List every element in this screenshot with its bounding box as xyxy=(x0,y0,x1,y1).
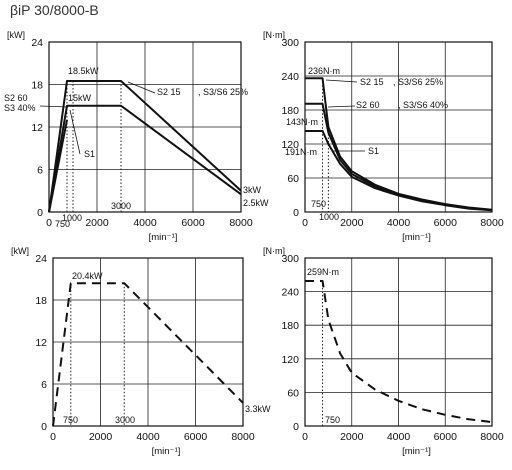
x-axis-label: [min⁻¹] xyxy=(152,446,181,457)
y-tick-label: 0 xyxy=(293,421,299,433)
chart-panel-1: 0 2000 4000 6000 8000 0 6 12 18 24 [kW] [min⁻¹] 18.5… xyxy=(4,30,269,243)
annotation-label: 3000 xyxy=(111,201,131,211)
annotation-label: 259N·m xyxy=(307,267,339,277)
x-tick-label: 6000 xyxy=(181,217,205,229)
x-tick-label: 2000 xyxy=(340,431,364,443)
y-tick-label: 120 xyxy=(281,139,299,151)
y-axis-label: [kW] xyxy=(11,246,29,256)
annotation-label: 18.5kW xyxy=(68,66,99,76)
leader-line xyxy=(127,81,156,94)
chart-panel-4: 0 2000 4000 6000 8000 0 60 120 180 240 300[N·m] [mi… xyxy=(263,246,504,457)
annotation-label: 750 xyxy=(63,415,78,425)
y-tick-label: 6 xyxy=(37,165,43,177)
annotation-label: 750 xyxy=(55,219,70,229)
plot-frame xyxy=(52,257,244,427)
y-tick-label: 24 xyxy=(31,37,43,49)
y-tick-label: 240 xyxy=(281,71,299,83)
y-tick-label: 0 xyxy=(293,207,299,219)
y-tick-label: 18 xyxy=(35,295,47,307)
annotation-label: S1 xyxy=(84,149,95,159)
y-tick-label: 60 xyxy=(287,173,299,185)
annotation-label: S2 15 xyxy=(360,77,384,87)
annotation-label: , S3/S6 25% xyxy=(393,77,443,87)
plot-frame xyxy=(304,41,493,213)
x-tick-label: 0 xyxy=(302,217,308,229)
annotation-label: 1000 xyxy=(62,213,82,223)
series-line-1 xyxy=(48,79,242,213)
y-tick-label: 300 xyxy=(281,37,299,49)
series-line-2 xyxy=(48,104,242,213)
y-tick-label: 12 xyxy=(35,337,47,349)
annotation-label: , S3/S6 25% xyxy=(198,87,248,97)
series-line-3 xyxy=(48,119,68,213)
leader-line xyxy=(69,109,81,155)
chart-panel-2: 0 2000 4000 6000 8000 0 60 120 180 240 300[N·m] [mi… xyxy=(263,30,504,243)
x-tick-label: 4000 xyxy=(133,217,157,229)
annotation-label: , S3/S6 40% xyxy=(398,100,448,110)
x-tick-label: 6000 xyxy=(434,431,458,443)
series-line-3 xyxy=(305,129,493,212)
page-title: βiP 30/8000-B xyxy=(10,2,99,18)
series-line-1 xyxy=(52,282,244,427)
y-tick-label: 12 xyxy=(31,122,43,134)
y-tick-label: 180 xyxy=(281,105,299,117)
y-tick-label: 240 xyxy=(281,287,299,299)
leader-line xyxy=(327,105,356,108)
annotation-label: 3kW xyxy=(243,185,262,195)
y-tick-label: 180 xyxy=(281,320,299,332)
y-tick-label: 300 xyxy=(281,253,299,265)
x-tick-label: 8000 xyxy=(229,217,253,229)
y-tick-label: 24 xyxy=(35,253,47,265)
annotation-label: 236N·m xyxy=(308,66,340,76)
annotation-label: S3 40% xyxy=(4,103,36,113)
annotation-label: 20.4kW xyxy=(72,271,103,281)
leader-line xyxy=(39,105,69,108)
plot-frame xyxy=(48,41,242,213)
annotation-label: 3.3kW xyxy=(245,404,271,414)
annotation-label: S2 60 xyxy=(4,93,28,103)
y-axis-label: [kW] xyxy=(7,30,25,40)
x-tick-label: 2000 xyxy=(340,217,364,229)
annotation-label: 191N·m xyxy=(285,147,317,157)
x-tick-label: 8000 xyxy=(231,431,255,443)
chart-panel-3: 0 2000 4000 6000 8000 0 6 12 18 24 [kW] [min⁻¹] 20.4… xyxy=(11,246,271,457)
annotation-label: 2.5kW xyxy=(243,198,269,208)
y-axis-label: [N·m] xyxy=(263,30,285,40)
y-tick-label: 0 xyxy=(37,207,43,219)
annotation-label: 750 xyxy=(311,199,326,209)
annotation-label: 750 xyxy=(325,415,340,425)
y-axis-label: [N·m] xyxy=(263,246,285,256)
x-tick-label: 4000 xyxy=(387,217,411,229)
annotation-label: S2 15 xyxy=(157,87,181,97)
y-tick-label: 60 xyxy=(287,387,299,399)
x-axis-label: [min⁻¹] xyxy=(149,232,178,243)
annotation-label: S1 xyxy=(368,146,379,156)
leader-line xyxy=(325,79,358,83)
x-tick-label: 8000 xyxy=(480,431,504,443)
series-line-1 xyxy=(305,279,493,424)
y-tick-label: 0 xyxy=(41,421,47,433)
y-tick-label: 120 xyxy=(281,354,299,366)
x-tick-label: 2000 xyxy=(89,431,113,443)
annotation-label: S2 60 xyxy=(356,100,380,110)
x-tick-label: 0 xyxy=(50,431,56,443)
plot-frame xyxy=(304,257,493,427)
y-tick-label: 18 xyxy=(31,80,43,92)
y-tick-label: 6 xyxy=(41,379,47,391)
x-tick-label: 0 xyxy=(46,217,52,229)
x-axis-label: [min⁻¹] xyxy=(402,232,431,243)
annotation-label: 15kW xyxy=(68,93,92,103)
x-tick-label: 8000 xyxy=(480,217,504,229)
annotation-label: 1000 xyxy=(319,212,339,222)
x-tick-label: 2000 xyxy=(85,217,109,229)
annotation-label: 143N·m xyxy=(286,117,318,127)
x-axis-label: [min⁻¹] xyxy=(402,446,431,457)
annotation-label: 3000 xyxy=(115,415,135,425)
x-tick-label: 6000 xyxy=(434,217,458,229)
x-tick-label: 4000 xyxy=(387,431,411,443)
x-tick-label: 6000 xyxy=(184,431,208,443)
x-tick-label: 4000 xyxy=(136,431,160,443)
x-tick-label: 0 xyxy=(302,431,308,443)
